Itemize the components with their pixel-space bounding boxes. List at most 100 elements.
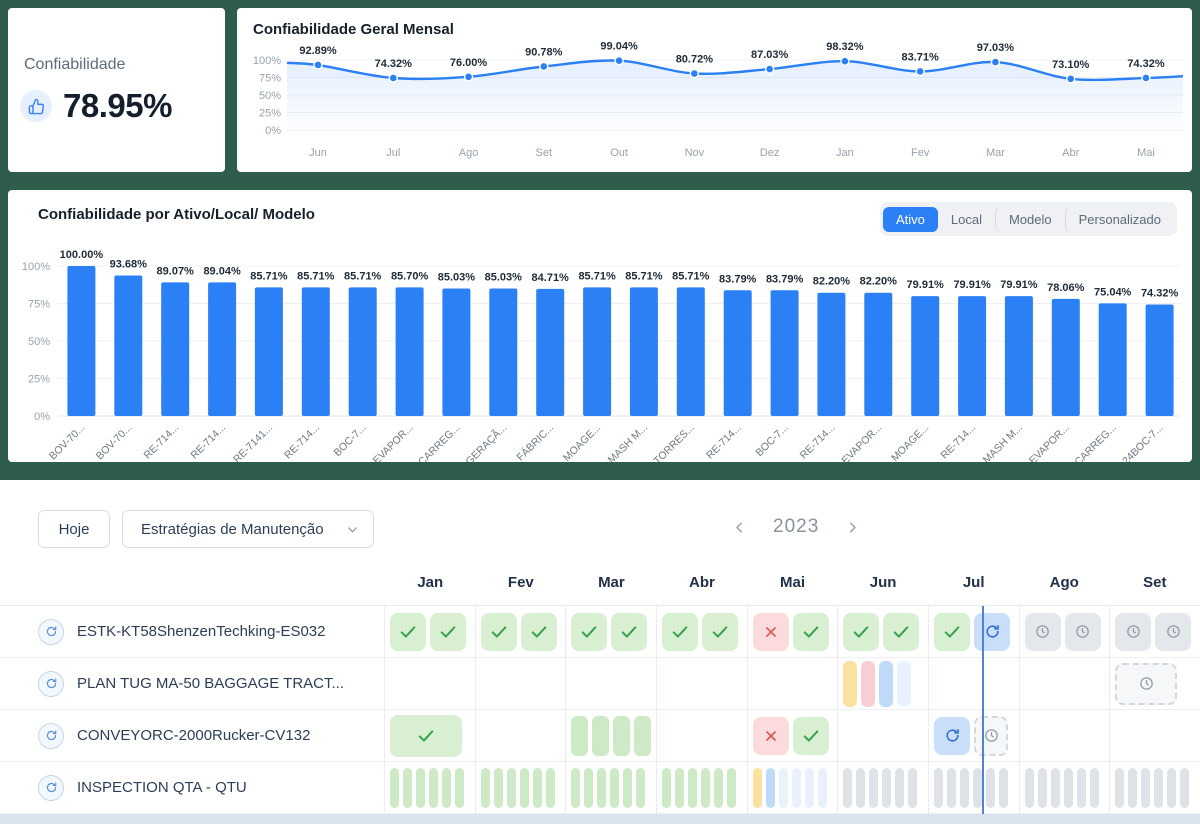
schedule-cell-jun[interactable]: [837, 762, 928, 813]
equipment-name-cell[interactable]: INSPECTION QTA - QTU: [0, 762, 385, 813]
pill-paleblue[interactable]: [804, 767, 814, 808]
pill-gray[interactable]: [1089, 767, 1099, 808]
task-completed[interactable]: [520, 612, 557, 651]
tab-modelo[interactable]: Modelo: [994, 206, 1065, 232]
pill-green[interactable]: [455, 767, 464, 808]
task-pending[interactable]: [1064, 612, 1101, 651]
task-completed-wide[interactable]: [390, 714, 462, 757]
schedule-cell-set[interactable]: [1109, 606, 1200, 657]
schedule-cell-jul[interactable]: [928, 658, 1019, 709]
pill-green[interactable]: [571, 715, 589, 756]
pill-gray[interactable]: [1180, 767, 1190, 808]
previous-year-button[interactable]: [732, 520, 747, 535]
pill-gray[interactable]: [1037, 767, 1047, 808]
bar[interactable]: [208, 282, 237, 416]
pill-gray[interactable]: [1115, 767, 1125, 808]
task-scheduled-placeholder[interactable]: [1115, 662, 1178, 705]
pill-gray[interactable]: [986, 767, 996, 808]
schedule-cell-jul[interactable]: [928, 710, 1019, 761]
bar[interactable]: [817, 292, 846, 416]
pill-paleblue[interactable]: [778, 767, 788, 808]
schedule-cell-abr[interactable]: [656, 710, 747, 761]
task-completed[interactable]: [430, 612, 466, 651]
data-point[interactable]: [614, 55, 624, 66]
task-in-progress[interactable]: [974, 612, 1011, 651]
schedule-cell-jun[interactable]: [837, 710, 928, 761]
schedule-cell-jan[interactable]: [385, 658, 475, 709]
today-button[interactable]: Hoje: [38, 510, 110, 548]
equipment-row[interactable]: INSPECTION QTA - QTU: [0, 762, 1200, 814]
tab-personalizado[interactable]: Personalizado: [1064, 206, 1174, 232]
bar[interactable]: [489, 288, 518, 417]
bar[interactable]: [1145, 304, 1174, 417]
schedule-cell-jul[interactable]: [928, 762, 1019, 813]
pill-gray[interactable]: [1141, 767, 1151, 808]
pill-green[interactable]: [506, 767, 516, 808]
bar[interactable]: [770, 290, 799, 416]
task-failed[interactable]: [752, 716, 789, 755]
pill-green[interactable]: [416, 767, 425, 808]
schedule-cell-jan[interactable]: [385, 710, 475, 761]
task-completed[interactable]: [934, 612, 971, 651]
pill-green[interactable]: [403, 767, 412, 808]
schedule-cell-fev[interactable]: [474, 658, 566, 709]
bar[interactable]: [1098, 303, 1127, 416]
schedule-cell-mai[interactable]: [746, 710, 838, 761]
bar[interactable]: [348, 287, 377, 416]
equipment-row[interactable]: ESTK-KT58ShenzenTechking-ES032: [0, 606, 1200, 658]
horizontal-scrollbar[interactable]: [0, 814, 1200, 824]
schedule-cell-jul[interactable]: [928, 606, 1019, 657]
task-completed[interactable]: [571, 612, 608, 651]
pill-green[interactable]: [701, 767, 711, 808]
pill-green[interactable]: [727, 767, 737, 808]
bar[interactable]: [536, 288, 565, 416]
data-point[interactable]: [915, 66, 925, 77]
pill-gray[interactable]: [908, 767, 918, 808]
pill-green[interactable]: [545, 767, 555, 808]
pill-gray[interactable]: [1128, 767, 1138, 808]
bar[interactable]: [301, 287, 330, 416]
task-completed[interactable]: [792, 612, 829, 651]
bar[interactable]: [629, 287, 658, 416]
data-point[interactable]: [840, 56, 850, 66]
schedule-cell-mar[interactable]: [565, 710, 656, 761]
schedule-cell-fev[interactable]: [474, 762, 566, 813]
pill-green[interactable]: [429, 767, 438, 808]
task-completed[interactable]: [702, 612, 739, 651]
bar[interactable]: [1051, 298, 1080, 416]
pill-gray[interactable]: [869, 767, 879, 808]
schedule-cell-set[interactable]: [1109, 658, 1200, 709]
schedule-cell-mar[interactable]: [565, 658, 656, 709]
task-completed[interactable]: [480, 612, 517, 651]
task-completed[interactable]: [883, 612, 920, 651]
schedule-cell-ago[interactable]: [1018, 710, 1110, 761]
task-pending[interactable]: [1024, 612, 1061, 651]
schedule-cell-abr[interactable]: [656, 762, 747, 813]
pill-gray[interactable]: [856, 767, 866, 808]
schedule-cell-fev[interactable]: [474, 710, 566, 761]
pill-gray[interactable]: [1063, 767, 1073, 808]
schedule-cell-set[interactable]: [1109, 710, 1200, 761]
pill-gray[interactable]: [999, 767, 1009, 808]
data-point[interactable]: [1141, 73, 1151, 83]
schedule-cell-fev[interactable]: [474, 606, 566, 657]
bar[interactable]: [911, 296, 940, 416]
equipment-row[interactable]: PLAN TUG MA-50 BAGGAGE TRACT...: [0, 658, 1200, 710]
schedule-cell-ago[interactable]: [1018, 658, 1110, 709]
pill-green[interactable]: [610, 767, 620, 808]
pill-green[interactable]: [714, 767, 724, 808]
data-point[interactable]: [689, 68, 700, 79]
task-pending[interactable]: [1155, 612, 1192, 651]
pill-yellow[interactable]: [843, 660, 858, 707]
task-scheduled-placeholder[interactable]: [974, 715, 1009, 756]
schedule-cell-mai[interactable]: [746, 606, 838, 657]
pill-gray[interactable]: [1154, 767, 1164, 808]
pill-green[interactable]: [636, 767, 646, 808]
pill-gray[interactable]: [934, 767, 944, 808]
pill-blue[interactable]: [765, 767, 775, 808]
schedule-cell-jan[interactable]: [385, 606, 475, 657]
pill-pink[interactable]: [861, 660, 876, 707]
pill-gray[interactable]: [947, 767, 957, 808]
equipment-name-cell[interactable]: PLAN TUG MA-50 BAGGAGE TRACT...: [0, 658, 385, 709]
task-failed[interactable]: [752, 612, 789, 651]
